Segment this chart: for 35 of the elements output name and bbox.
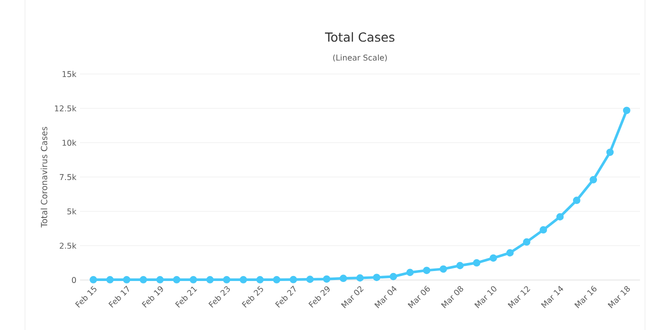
point (606, 148, 614, 156)
point (222, 276, 230, 284)
point (406, 268, 414, 276)
point (490, 254, 498, 262)
point (90, 276, 98, 284)
point (372, 274, 380, 282)
point (290, 276, 298, 284)
point (206, 276, 214, 284)
point (340, 274, 348, 282)
point (472, 259, 480, 267)
point (356, 274, 364, 282)
point (190, 276, 198, 284)
point (122, 276, 130, 284)
point (272, 276, 280, 284)
point (572, 196, 580, 204)
point (590, 176, 598, 184)
point (106, 276, 114, 284)
point (390, 272, 398, 280)
point (540, 226, 548, 234)
point (156, 276, 164, 284)
point (322, 275, 330, 283)
point (240, 276, 248, 284)
point (140, 276, 148, 284)
y-axis-title: Total Coronavirus Cases (40, 126, 48, 228)
point (256, 276, 264, 284)
point (422, 266, 430, 274)
point (556, 213, 564, 221)
point (622, 106, 630, 114)
chart-title: Total Cases (324, 32, 394, 42)
point (172, 276, 180, 284)
point (306, 276, 314, 283)
point (506, 249, 514, 256)
point (522, 238, 530, 246)
point (440, 265, 448, 273)
point (456, 262, 464, 270)
